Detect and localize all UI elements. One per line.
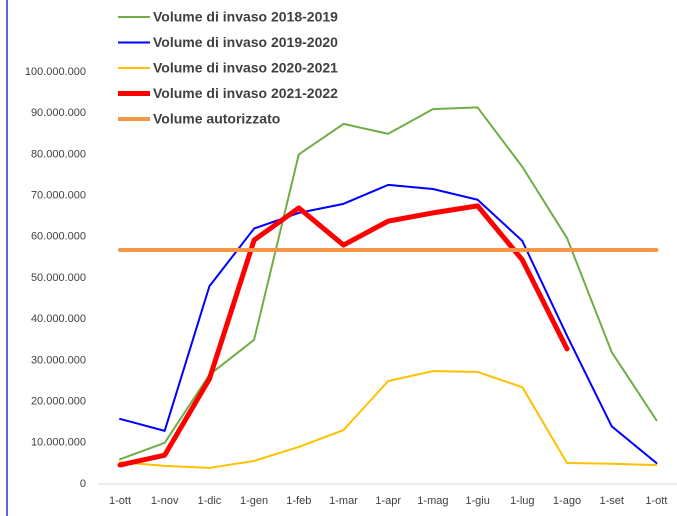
- x-tick-label: 1-gen: [240, 495, 268, 507]
- x-tick-label: 1-set: [599, 495, 623, 507]
- x-tick-label: 1-ott: [645, 495, 667, 507]
- x-tick-label: 1-mag: [417, 495, 448, 507]
- x-tick-label: 1-mar: [329, 495, 358, 507]
- x-tick-label: 1-dic: [197, 495, 221, 507]
- y-tick-label: 80.000.000: [31, 148, 86, 160]
- y-tick-label: 90.000.000: [31, 107, 86, 119]
- x-tick-label: 1-lug: [510, 495, 534, 507]
- legend-label: Volume autorizzato: [153, 111, 280, 127]
- y-tick-label: 30.000.000: [31, 354, 86, 366]
- x-tick-label: 1-giu: [465, 495, 489, 507]
- y-tick-label: 60.000.000: [31, 231, 86, 243]
- y-tick-label: 0: [80, 478, 86, 490]
- x-tick-label: 1-ago: [553, 495, 581, 507]
- x-tick-label: 1-ott: [109, 495, 131, 507]
- series-line: [117, 203, 570, 468]
- y-tick-label: 50.000.000: [31, 272, 86, 284]
- legend-label: Volume di invaso 2018-2019: [153, 9, 338, 25]
- y-tick-label: 10.000.000: [31, 437, 86, 449]
- y-tick-label: 100.000.000: [25, 66, 86, 78]
- series-line: [119, 370, 658, 469]
- legend-label: Volume di invaso 2019-2020: [153, 34, 338, 50]
- y-tick-label: 40.000.000: [31, 313, 86, 325]
- x-tick-label: 1-nov: [151, 495, 179, 507]
- legend-label: Volume di invaso 2021-2022: [153, 85, 338, 101]
- series-line: [119, 183, 658, 464]
- y-tick-label: 20.000.000: [31, 396, 86, 408]
- x-tick-label: 1-feb: [286, 495, 311, 507]
- legend-label: Volume di invaso 2020-2021: [153, 60, 338, 76]
- x-tick-label: 1-apr: [375, 495, 401, 507]
- y-tick-label: 70.000.000: [31, 190, 86, 202]
